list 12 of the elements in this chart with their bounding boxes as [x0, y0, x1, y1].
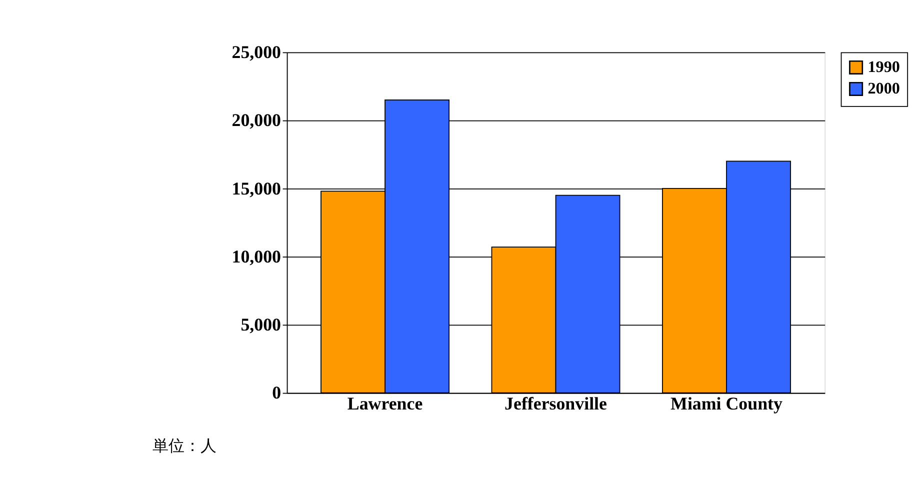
x-tick-label: Lawrence — [347, 393, 423, 414]
y-tick-label: 10,000 — [232, 246, 282, 266]
legend-label: 2000 — [868, 80, 900, 98]
y-tick-label: 15,000 — [232, 178, 282, 198]
y-tick-label: 25,000 — [232, 42, 282, 62]
legend-label: 1990 — [868, 58, 900, 76]
y-tick-label: 20,000 — [232, 110, 282, 130]
x-tick-label: Miami County — [670, 393, 782, 414]
text: 単位：人 — [152, 436, 216, 456]
y-tick-label: 5,000 — [240, 314, 282, 335]
y-tick-label: 0 — [272, 382, 282, 403]
x-tick-label: Jeffersonville — [504, 393, 608, 414]
